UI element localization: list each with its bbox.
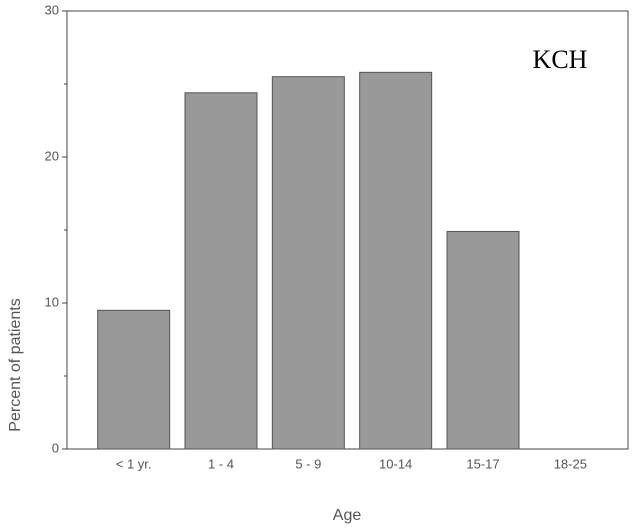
x-tick-label: < 1 yr. [116, 456, 152, 471]
x-tick-label: 15-17 [466, 456, 499, 471]
x-axis-label: Age [333, 507, 362, 524]
bar [184, 92, 258, 450]
y-axis-label: Percent of patients [7, 298, 24, 431]
annotation: KCH [533, 45, 588, 74]
y-tick-label: 30 [45, 2, 59, 17]
y-tick-label: 0 [52, 440, 59, 455]
x-tick-label: 10-14 [379, 456, 412, 471]
bar [359, 71, 433, 450]
x-tick-label: 5 - 9 [295, 456, 321, 471]
bar [97, 309, 171, 450]
bar [446, 230, 520, 450]
x-tick-label: 1 - 4 [208, 456, 234, 471]
y-tick-label: 10 [45, 294, 59, 309]
bar [271, 76, 345, 450]
x-tick-label: 18-25 [554, 456, 587, 471]
y-tick-label: 20 [45, 148, 59, 163]
